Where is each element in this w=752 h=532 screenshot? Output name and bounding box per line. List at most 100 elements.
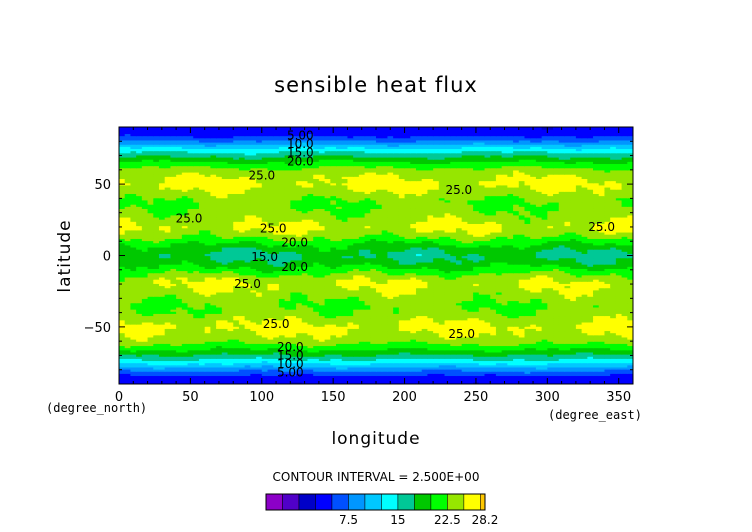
field-cell xyxy=(495,328,503,332)
field-cell xyxy=(518,354,526,357)
field-cell xyxy=(495,336,503,340)
field-cell xyxy=(358,375,366,379)
field-cell xyxy=(278,315,286,319)
field-cell xyxy=(535,343,543,347)
field-cell xyxy=(581,330,588,334)
field-cell xyxy=(250,317,257,321)
field-cell xyxy=(530,377,537,381)
field-cell xyxy=(164,377,171,381)
field-cell xyxy=(535,349,543,353)
field-cell xyxy=(621,358,628,362)
field-cell xyxy=(587,321,594,325)
field-cell xyxy=(341,336,349,340)
field-cell xyxy=(615,366,623,370)
field-cell xyxy=(450,354,457,357)
field-cell xyxy=(130,317,137,321)
field-cell xyxy=(478,341,486,344)
field-cell xyxy=(158,343,166,347)
field-cell xyxy=(473,326,480,329)
field-cell xyxy=(198,360,206,364)
field-cell xyxy=(147,336,154,340)
field-cell xyxy=(467,339,474,342)
field-cell xyxy=(313,354,320,357)
field-cell xyxy=(558,324,566,327)
field-cell xyxy=(513,354,520,357)
field-cell xyxy=(341,315,349,319)
field-cell xyxy=(587,343,594,347)
field-cell xyxy=(421,375,428,379)
field-cell xyxy=(615,339,623,342)
field-cell xyxy=(296,358,303,362)
field-cell xyxy=(535,371,543,374)
field-cell xyxy=(553,360,560,364)
field-cell xyxy=(176,336,183,340)
field-cell xyxy=(473,351,480,355)
field-cell xyxy=(119,326,126,329)
field-cell xyxy=(501,315,508,319)
field-cell xyxy=(484,319,491,323)
field-cell xyxy=(227,358,234,362)
field-cell xyxy=(513,369,520,372)
field-cell xyxy=(450,362,457,366)
field-cell xyxy=(604,334,611,338)
field-cell xyxy=(153,330,160,334)
field-cell xyxy=(204,334,211,338)
field-cell xyxy=(495,381,503,384)
field-cell xyxy=(290,354,297,357)
field-cell xyxy=(621,321,628,325)
field-cell xyxy=(284,321,291,325)
field-cell xyxy=(170,326,177,329)
field-cell xyxy=(261,332,269,336)
field-cell xyxy=(307,364,314,368)
field-cell xyxy=(467,313,474,317)
field-cell xyxy=(307,343,314,347)
field-cell xyxy=(296,375,303,379)
field-cell xyxy=(593,366,600,370)
field-cell xyxy=(341,366,349,370)
field-cell xyxy=(198,362,206,366)
field-cell xyxy=(347,313,354,317)
field-cell xyxy=(410,364,417,368)
field-cell xyxy=(484,362,491,366)
field-cell xyxy=(381,334,389,338)
field-cell xyxy=(535,317,543,321)
field-cell xyxy=(610,366,617,370)
field-cell xyxy=(530,366,537,370)
field-cell xyxy=(261,341,269,344)
field-cell xyxy=(433,362,440,366)
field-cell xyxy=(238,332,246,336)
field-cell xyxy=(421,354,428,357)
field-cell xyxy=(484,349,491,353)
field-cell xyxy=(227,362,234,366)
field-cell xyxy=(427,343,434,347)
field-cell xyxy=(518,362,526,366)
field-cell xyxy=(347,362,354,366)
field-cell xyxy=(204,360,211,364)
field-cell xyxy=(313,326,320,329)
field-cell xyxy=(301,371,309,374)
field-cell xyxy=(370,358,377,362)
field-cell xyxy=(238,317,246,321)
field-cell xyxy=(427,364,434,368)
field-cell xyxy=(119,354,126,357)
field-cell xyxy=(627,334,633,338)
field-cell xyxy=(541,319,548,323)
field-cell xyxy=(415,347,423,351)
field-cell xyxy=(473,369,480,372)
field-cell xyxy=(438,313,446,317)
field-cell xyxy=(398,341,406,344)
field-cell xyxy=(410,381,417,384)
field-cell xyxy=(490,315,497,319)
field-cell xyxy=(198,373,206,377)
field-cell xyxy=(507,362,514,366)
field-cell xyxy=(341,351,349,355)
field-cell xyxy=(273,328,280,332)
field-cell xyxy=(478,366,486,370)
field-cell xyxy=(564,375,571,379)
field-cell xyxy=(404,377,411,381)
field-cell xyxy=(330,324,337,327)
field-cell xyxy=(604,354,611,357)
field-cell xyxy=(438,319,446,323)
field-cell xyxy=(501,377,508,381)
field-cell xyxy=(433,358,440,362)
